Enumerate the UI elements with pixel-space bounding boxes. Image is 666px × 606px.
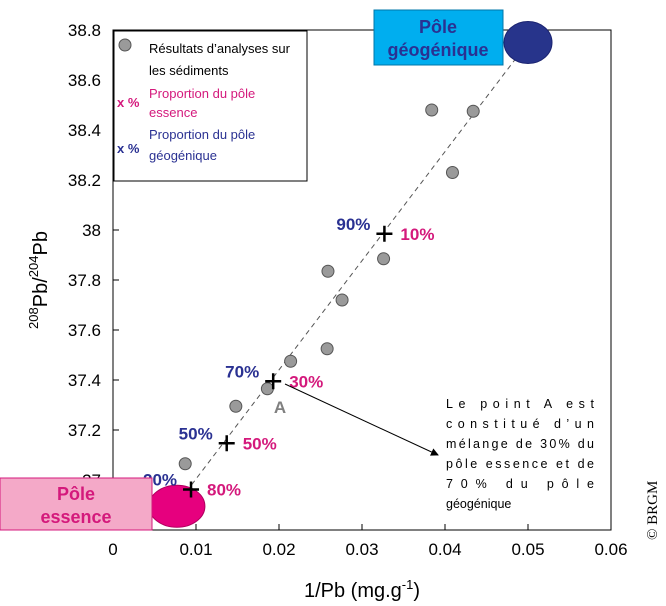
annotation-line-6: géogénique: [446, 497, 511, 511]
x-tick-label: 0.01: [179, 540, 212, 559]
mixing-geo-percent: 50%: [179, 424, 213, 443]
essence-pole-line1: Pôle: [57, 484, 95, 504]
y-axis-title-sup1: 208: [26, 307, 41, 329]
mixing-line: [174, 42, 529, 507]
y-axis-title-pb1: Pb/: [30, 277, 52, 307]
sediment-point: [284, 354, 298, 368]
y-tick-label: 38.6: [68, 71, 101, 90]
mixing-essence-percent: 10%: [400, 225, 434, 244]
y-tick-label: 37.2: [68, 421, 101, 440]
legend: Résultats d’analyses sur les sédiments x…: [113, 30, 308, 182]
mixing-geo-percent: 70%: [225, 362, 259, 381]
sediment-point: [260, 382, 274, 396]
annotation-line-5: 70% du pôle: [446, 477, 594, 491]
y-tick-label: 38: [82, 221, 101, 240]
geo-pole-label: Pôle géogénique: [373, 9, 504, 66]
x-axis-title-main: 1/Pb (mg.g: [304, 580, 402, 602]
y-axis-title-pb2: Pb: [30, 231, 52, 255]
sediment-point: [377, 252, 391, 266]
legend-item-2: les sédiments: [149, 63, 229, 78]
mixing-points-layer: 20%80%50%50%70%30%90%10%: [143, 215, 434, 500]
sediment-point: [320, 342, 334, 356]
legend-box: [113, 30, 308, 182]
legend-item-6: géogénique: [149, 148, 217, 163]
x-tick-label: 0.02: [262, 540, 295, 559]
geo-pole-line2: géogénique: [387, 40, 488, 60]
y-tick-label: 38.8: [68, 21, 101, 40]
legend-essence-marker: x %: [117, 95, 140, 110]
y-tick-label: 38.2: [68, 171, 101, 190]
x-axis-title: 1/Pb (mg.g-1): [304, 577, 420, 602]
axis-ticks: 00.010.020.030.040.050.063737.237.437.63…: [68, 21, 628, 559]
point-a-label: A: [274, 398, 286, 417]
svg-text:208Pb/204Pb: 208Pb/204Pb: [26, 231, 52, 329]
sediment-point: [321, 264, 335, 278]
legend-geo-marker: x %: [117, 141, 140, 156]
mixing-line-layer: [174, 42, 529, 507]
annotation-line-3: mélange de 30% du: [446, 437, 594, 451]
mixing-essence-percent: 50%: [243, 434, 277, 453]
essence-pole-ellipse: [148, 484, 206, 528]
mixing-essence-percent: 30%: [289, 372, 323, 391]
sediment-point: [425, 103, 439, 117]
legend-item-1: Résultats d’analyses sur: [149, 41, 291, 56]
x-axis-title-end: ): [413, 580, 420, 602]
geo-pole-ellipse: [503, 21, 553, 64]
x-tick-label: 0.06: [594, 540, 627, 559]
y-tick-label: 37.6: [68, 321, 101, 340]
essence-pole-line2: essence: [40, 507, 111, 527]
sediment-point: [466, 104, 480, 118]
annotation-line-1: Le point A est: [446, 397, 595, 411]
sediment-point: [178, 457, 192, 471]
legend-item-4: essence: [149, 105, 197, 120]
geo-pole-box: [373, 9, 504, 66]
x-tick-label: 0.04: [428, 540, 461, 559]
legend-item-3: Proportion du pôle: [149, 86, 255, 101]
sediment-point: [445, 166, 459, 179]
sediment-points-layer: [178, 103, 480, 471]
legend-item-5: Proportion du pôle: [149, 127, 255, 142]
x-tick-label: 0: [108, 540, 117, 559]
essence-pole-box: [0, 477, 153, 531]
x-axis-title-sup: -1: [402, 577, 414, 592]
mixing-geo-percent: 90%: [336, 215, 370, 234]
sediment-point: [229, 399, 243, 413]
y-axis-title-sup2: 204: [26, 256, 41, 278]
sediment-point: [335, 293, 349, 307]
copyright: © BRGM: [645, 481, 661, 540]
y-tick-label: 38.4: [68, 121, 101, 140]
geo-pole-line1: Pôle: [419, 17, 457, 37]
annotation: Le point A est constitué d’un mélange de…: [284, 383, 595, 511]
x-tick-label: 0.05: [511, 540, 544, 559]
y-tick-label: 37.8: [68, 271, 101, 290]
annotation-line-2: constitué d’un: [446, 417, 594, 431]
x-tick-label: 0.03: [345, 540, 378, 559]
essence-pole-label: Pôle essence: [0, 477, 153, 531]
annotation-arrow: [284, 383, 439, 456]
y-axis-title: 208Pb/204Pb: [26, 231, 52, 329]
mixing-essence-percent: 80%: [207, 481, 241, 500]
legend-point-marker: [118, 38, 132, 52]
y-tick-label: 37.4: [68, 371, 101, 390]
annotation-line-4: pôle essence et de: [446, 457, 594, 471]
